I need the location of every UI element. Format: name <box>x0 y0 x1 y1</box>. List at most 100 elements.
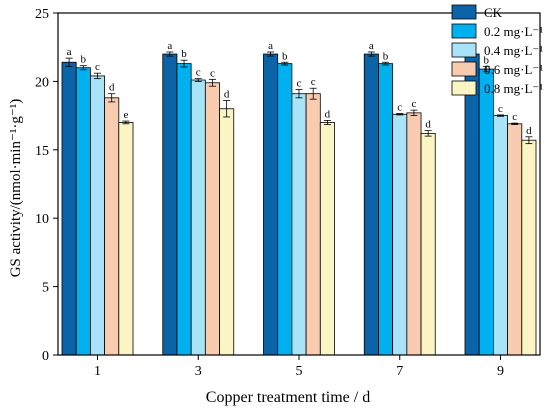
significance-letter-1-series-3: d <box>109 82 115 94</box>
significance-letter-5-series-0: a <box>268 40 273 52</box>
error-bar-7-series-3 <box>410 109 418 116</box>
y-tick-label-15: 15 <box>35 144 49 159</box>
legend-label-1: 0.2 mg·L⁻¹ <box>484 24 543 39</box>
legend-label-4: 0.8 mg·L⁻¹ <box>484 81 543 96</box>
error-bar-9-series-2 <box>497 114 504 117</box>
significance-letter-5-series-2: c <box>297 78 302 90</box>
significance-letter-7-series-1: b <box>383 50 389 62</box>
significance-letter-3-series-4: d <box>224 89 230 101</box>
x-tick-label-5: 5 <box>296 364 303 379</box>
error-bar-7-series-1 <box>382 61 390 66</box>
significance-letter-1-series-2: c <box>95 61 100 73</box>
plot-frame <box>57 12 541 356</box>
significance-letter-3-series-0: a <box>167 40 172 52</box>
y-tick-label-0: 0 <box>42 349 49 364</box>
significance-letter-7-series-0: a <box>369 40 374 52</box>
error-bar-1-series-1 <box>79 65 87 71</box>
significance-letter-3-series-1: b <box>181 48 187 60</box>
error-bar-5-series-1 <box>281 61 289 66</box>
y-tick-label-25: 25 <box>35 7 49 22</box>
bar-5-series-1 <box>277 63 293 356</box>
significance-letter-7-series-2: c <box>397 102 402 114</box>
significance-letter-7-series-4: d <box>425 119 431 131</box>
bar-9-series-2 <box>492 115 508 356</box>
bar-1-series-4 <box>118 122 134 356</box>
legend-item-0: CK <box>451 4 503 20</box>
error-bar-3-series-4 <box>223 100 231 118</box>
error-bar-1-series-3 <box>108 93 116 103</box>
significance-letter-3-series-2: c <box>196 67 201 79</box>
error-bar-1-series-2 <box>94 72 101 80</box>
y-axis-label: GS activity/(nmol·min⁻¹·g⁻¹) <box>8 99 24 278</box>
bar-5-series-4 <box>319 122 335 356</box>
error-bar-7-series-2 <box>396 113 404 116</box>
error-bar-9-series-1 <box>482 65 490 73</box>
legend-item-1: 0.2 mg·L⁻¹ <box>451 23 543 39</box>
bar-9-series-1 <box>478 68 494 356</box>
x-tick-label-7: 7 <box>396 364 403 379</box>
legend-swatch-1 <box>451 23 477 39</box>
x-tick-label-1: 1 <box>94 364 101 379</box>
significance-letter-5-series-4: d <box>325 108 331 120</box>
axes-layer: 1 3 5 7 9 0 5 10 15 20 25 <box>35 7 541 379</box>
error-bar-3-series-1 <box>180 59 188 68</box>
error-bar-1-series-0 <box>65 57 73 67</box>
significance-letter-1-series-0: a <box>67 46 72 58</box>
significance-letter-9-series-3: c <box>512 111 517 123</box>
error-bar-3-series-3 <box>208 78 216 87</box>
legend-item-2: 0.4 mg·L⁻¹ <box>451 42 543 58</box>
legend-label-3: 0.6 mg·L⁻¹ <box>484 62 543 77</box>
y-tick-label-20: 20 <box>35 75 49 90</box>
significance-letter-9-series-2: c <box>498 103 503 115</box>
significance-letter-5-series-1: b <box>282 50 288 62</box>
legend: CK 0.2 mg·L⁻¹ 0.4 mg·L⁻¹ 0.6 mg·L⁻¹ 0.8 mg·L… <box>451 4 543 96</box>
bar-5-series-3 <box>305 93 321 356</box>
bar-7-series-3 <box>406 112 422 356</box>
error-bar-5-series-4 <box>323 119 331 125</box>
error-bar-7-series-0 <box>367 51 375 57</box>
bar-1-series-1 <box>75 67 91 356</box>
error-bar-3-series-2 <box>194 78 202 82</box>
legend-label-0: CK <box>484 5 503 20</box>
bar-9-series-3 <box>507 123 523 356</box>
error-bar-9-series-4 <box>525 136 533 145</box>
error-bar-1-series-4 <box>122 120 130 125</box>
significance-letter-1-series-4: e <box>123 109 128 121</box>
significance-letter-3-series-3: c <box>210 67 215 79</box>
bar-1-series-2 <box>90 75 106 356</box>
bar-5-series-0 <box>263 53 279 356</box>
bar-9-series-4 <box>521 139 537 356</box>
legend-item-4: 0.8 mg·L⁻¹ <box>451 80 543 96</box>
bar-3-series-3 <box>204 82 220 356</box>
bar-3-series-2 <box>190 79 206 356</box>
bar-7-series-2 <box>392 113 408 356</box>
significance-letter-9-series-1: b <box>484 54 490 66</box>
significance-letter-1-series-1: b <box>81 54 87 66</box>
error-bar-5-series-0 <box>267 51 275 57</box>
bar-3-series-4 <box>219 108 235 356</box>
error-bar-5-series-2 <box>295 89 303 99</box>
error-bar-3-series-0 <box>166 51 174 57</box>
bar-5-series-2 <box>291 93 307 356</box>
bar-7-series-4 <box>420 132 436 356</box>
bar-7-series-1 <box>378 63 394 356</box>
error-bar-9-series-3 <box>511 122 519 125</box>
error-bar-5-series-3 <box>309 87 317 100</box>
bar-1-series-0 <box>61 61 77 356</box>
significance-letter-5-series-3: c <box>311 76 316 88</box>
legend-swatch-2 <box>451 42 477 58</box>
bar-3-series-1 <box>176 63 192 356</box>
y-tick-label-10: 10 <box>35 212 49 227</box>
bar-7-series-0 <box>363 53 379 356</box>
x-tick-label-3: 3 <box>195 364 202 379</box>
significance-letter-7-series-3: c <box>412 98 417 110</box>
error-bar-7-series-4 <box>424 130 432 137</box>
legend-swatch-4 <box>451 80 477 96</box>
legend-swatch-3 <box>451 61 477 77</box>
legend-label-2: 0.4 mg·L⁻¹ <box>484 43 543 58</box>
x-tick-label-9: 9 <box>497 364 504 379</box>
legend-swatch-0 <box>451 4 477 20</box>
bar-3-series-0 <box>162 53 178 356</box>
legend-item-3: 0.6 mg·L⁻¹ <box>451 61 543 77</box>
